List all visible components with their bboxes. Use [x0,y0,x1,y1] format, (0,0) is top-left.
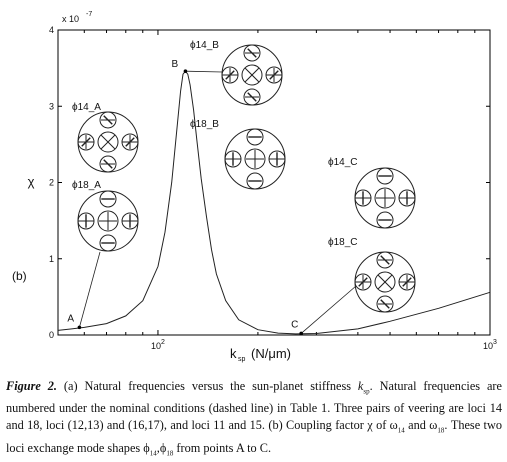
caption-sub-1: 14 [397,426,405,435]
mode-shape-4 [224,128,286,190]
caption-sub-4: 18 [166,449,174,458]
svg-text:10: 10 [151,341,161,351]
y-tick-label: 1 [49,254,54,264]
point-label-A: A [67,313,74,324]
mode-shape-1 [77,111,139,173]
y-tick-label: 4 [49,25,54,35]
mode-label: ϕ18_A [72,180,101,191]
y-tick-label: 3 [49,101,54,111]
x-tick-label: 10 2 [151,339,165,351]
mode-shape-5 [354,167,416,229]
caption-text-4: . These two loci exchange mode shapes ϕ [6,418,502,455]
svg-text:3: 3 [493,339,497,346]
svg-text:2: 2 [161,339,165,346]
caption-text-1: (a) Natural frequencies versus the sun-p… [57,379,358,393]
caption-sub-3: 14 [149,449,157,458]
mode-shape-6 [354,251,416,313]
x-axis-label: k sp (N/μm) [230,346,291,363]
svg-text:sp: sp [238,356,246,363]
svg-text:k: k [230,346,237,361]
caption-label: Figure 2. [6,379,57,393]
figure-caption: Figure 2. (a) Natural frequencies versus… [6,378,502,462]
point-A [77,325,82,330]
mode-label: ϕ14_A [72,102,101,113]
x-ticks: 10 2 10 3 [57,30,497,351]
panel-label: (b) [12,269,27,283]
svg-text:10: 10 [483,341,493,351]
mode-shape-diagrams [77,44,416,313]
leader-a [79,251,101,328]
caption-text-3: and ω [404,418,438,433]
caption-k: k [357,379,364,393]
mode-shape-2 [77,190,139,252]
x-tick-label: 10 3 [483,339,497,351]
mode-label: ϕ14_C [328,157,358,168]
mode-shape-labels: ϕ14_A ϕ18_A ϕ14_B ϕ18_B ϕ14_C ϕ18_C [72,40,358,248]
series-line-chi [57,70,491,335]
svg-text:(N/μm): (N/μm) [251,346,291,361]
marked-points: A B C [67,59,303,336]
mode-label: ϕ14_B [190,40,219,51]
leader-b [185,70,223,73]
point-label-B: B [171,59,178,70]
leader-lines [79,70,357,334]
y-axis-label: χ [28,174,35,189]
mode-label: ϕ18_C [328,237,358,248]
y-ticks: 0 1 2 3 4 [49,25,490,340]
point-label-C: C [291,319,298,330]
leader-c [300,285,357,334]
caption-text-6: from points A to C. [173,440,272,455]
caption-k-sub: sp [363,387,370,396]
mode-label: ϕ18_B [190,119,219,130]
y-scale-exponent: -7 [86,11,92,18]
caption-text-5: ,ϕ [156,440,167,455]
y-tick-label: 0 [49,330,54,340]
mode-shape-3 [221,44,283,106]
y-tick-label: 2 [49,178,54,188]
caption-text-2: . Natural frequencies are numbered under… [6,379,502,433]
point-C [299,331,303,336]
point-B [183,69,188,73]
y-scale-note: x 10 [62,14,79,24]
caption-sub-2: 18 [437,426,445,435]
